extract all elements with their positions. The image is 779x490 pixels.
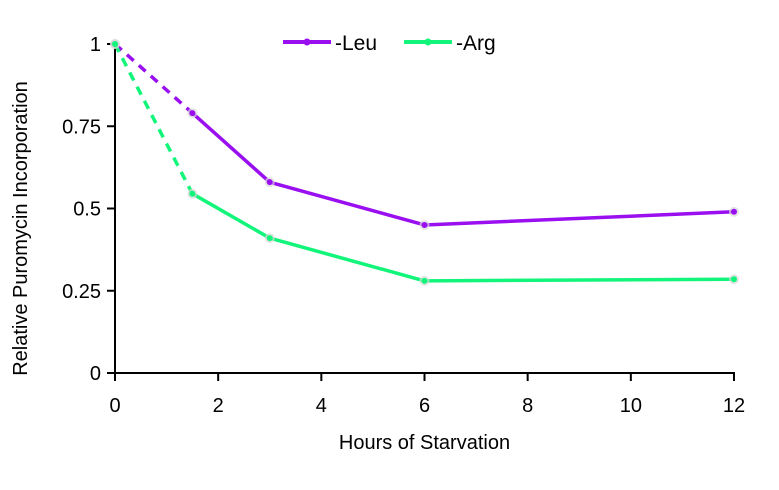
legend-label: -Leu	[335, 32, 377, 55]
x-tick-label: 10	[620, 395, 642, 417]
x-axis-title: Hours of Starvation	[339, 432, 510, 454]
legend-marker	[303, 38, 311, 46]
x-tick-label: 4	[316, 395, 327, 417]
series-dashed-line	[113, 42, 194, 115]
y-tick-label: 0.25	[62, 281, 101, 303]
data-point	[266, 179, 273, 186]
data-point	[731, 208, 737, 215]
x-tick-label: 12	[723, 395, 745, 417]
data-point	[189, 110, 196, 117]
data-point	[112, 41, 118, 47]
data-point	[731, 276, 737, 283]
legend-marker	[424, 38, 432, 46]
x-tick-label: 6	[419, 395, 430, 417]
x-tick-label: 0	[109, 395, 120, 417]
series-line	[191, 192, 735, 283]
series-line	[191, 111, 735, 227]
y-tick-label: 0.5	[73, 199, 101, 221]
legend: -Leu -Arg	[283, 32, 496, 55]
y-tick-label: 0.75	[62, 116, 101, 138]
x-tick-label: 2	[213, 395, 224, 417]
data-point	[421, 277, 428, 284]
legend-label: -Arg	[456, 32, 496, 55]
y-axis-title: Relative Puromycin Incorporation	[10, 81, 32, 376]
x-tick-label: 8	[522, 395, 533, 417]
data-point	[266, 235, 273, 242]
series-dashed-line	[113, 43, 194, 195]
y-tick-label: 0	[90, 363, 101, 385]
data-point	[421, 221, 428, 228]
data-point	[189, 190, 196, 197]
y-tick-label: 1	[90, 34, 101, 56]
series-layer	[110, 39, 739, 286]
series-1	[110, 39, 739, 286]
